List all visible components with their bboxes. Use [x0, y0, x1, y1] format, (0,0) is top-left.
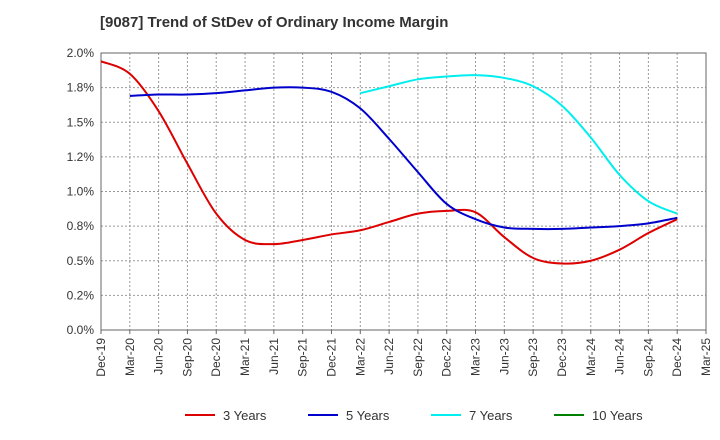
x-tick-label: Dec-21 — [324, 338, 338, 377]
x-tick-label: Jun-22 — [382, 338, 396, 375]
y-tick-label: 1.5% — [67, 115, 95, 129]
series-line-2 — [129, 86, 678, 231]
y-tick-label: 0.2% — [67, 288, 95, 302]
x-tick-label: Jun-20 — [152, 338, 166, 375]
legend: 3 Years 5 Years 7 Years 10 Years — [185, 408, 643, 423]
x-tick-label: Mar-23 — [469, 338, 483, 376]
x-tick-label: Dec-23 — [555, 338, 569, 377]
legend-item: 3 Years — [185, 408, 267, 423]
y-tick-label: 1.2% — [67, 150, 95, 164]
x-tick-label: Mar-20 — [123, 338, 137, 376]
x-tick-label: Dec-24 — [670, 338, 684, 377]
x-tick-label: Sep-22 — [411, 338, 425, 377]
x-tick-label: Dec-19 — [94, 338, 108, 377]
x-tick-label: Sep-21 — [296, 338, 310, 377]
series-layer — [100, 60, 678, 265]
series-line-1 — [100, 60, 678, 265]
y-tick-label: 1.8% — [67, 81, 95, 95]
y-tick-label: 2.0% — [67, 46, 95, 60]
x-tick-label: Mar-21 — [238, 338, 252, 376]
x-tick-label: Jun-23 — [497, 338, 511, 375]
y-tick-label: 0.0% — [67, 323, 95, 337]
legend-label: 10 Years — [592, 408, 643, 423]
x-tick-label: Mar-25 — [699, 338, 713, 376]
x-tick-label: Jun-24 — [613, 338, 627, 375]
x-tick-label: Mar-22 — [353, 338, 367, 376]
x-tick-label: Sep-24 — [641, 338, 655, 377]
legend-label: 7 Years — [469, 408, 513, 423]
chart-title: [9087] Trend of StDev of Ordinary Income… — [100, 14, 449, 31]
axes-layer: 0.0% 0.2% 0.5% 0.8% 1.0% 1.2% 1.5% 1.8% 2.0% Dec-… — [67, 46, 713, 377]
plot-frame — [100, 52, 707, 331]
legend-item: 10 Years — [554, 408, 643, 423]
legend-label: 3 Years — [223, 408, 267, 423]
legend-label: 5 Years — [346, 408, 390, 423]
y-tick-label: 1.0% — [67, 185, 95, 199]
x-tick-label: Sep-20 — [180, 338, 194, 377]
y-tick-label: 0.5% — [67, 254, 95, 268]
legend-item: 5 Years — [308, 408, 390, 423]
y-tick-label: 0.8% — [67, 219, 95, 233]
x-tick-label: Dec-22 — [440, 338, 454, 377]
x-tick-label: Sep-23 — [526, 338, 540, 377]
series-line-3 — [360, 74, 678, 215]
x-tick-label: Dec-20 — [209, 338, 223, 377]
x-tick-label: Jun-21 — [267, 338, 281, 375]
legend-item: 7 Years — [431, 408, 513, 423]
x-tick-label: Mar-24 — [584, 338, 598, 376]
